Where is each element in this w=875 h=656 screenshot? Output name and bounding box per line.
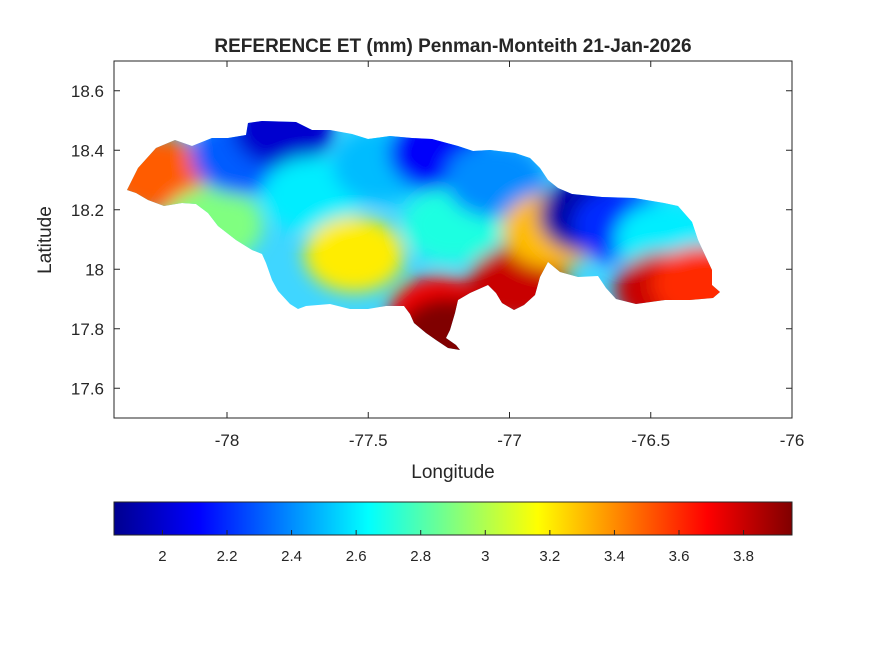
colorbar-tick-label: 2.8 xyxy=(410,548,431,565)
heatmap-cell-3 xyxy=(233,121,334,168)
y-tick-label: 18.2 xyxy=(71,201,104,220)
x-tick-label: -76 xyxy=(780,431,805,450)
colorbar-ticks: 2 2.2 2.4 2.6 2.8 3 3.2 3.4 3.6 3.8 xyxy=(158,530,754,565)
colorbar-tick-label: 3.4 xyxy=(604,548,625,565)
heatmap-cell-5 xyxy=(304,216,405,293)
y-tick-label: 18 xyxy=(85,260,104,279)
colorbar-tick-label: 2.2 xyxy=(217,548,238,565)
y-tick-label: 17.8 xyxy=(71,320,104,339)
colorbar-tick-label: 3.8 xyxy=(733,548,754,565)
y-tick-label: 17.6 xyxy=(71,379,104,398)
x-axis-label: Longitude xyxy=(411,462,494,483)
y-tick-label: 18.6 xyxy=(71,82,104,101)
colorbar-tick-label: 2.6 xyxy=(346,548,367,565)
heatmap-cell-11 xyxy=(445,142,546,218)
colorbar-tick-label: 3.6 xyxy=(669,548,690,565)
y-ticks: 17.6 17.8 18 18.2 18.4 18.6 xyxy=(71,82,792,398)
y-axis-label: Latitude xyxy=(35,206,56,274)
y-tick-label: 18.4 xyxy=(71,141,104,160)
x-tick-label: -77.5 xyxy=(349,431,388,450)
x-ticks: -78 -77.5 -77 -76.5 -76 xyxy=(215,61,805,450)
x-tick-label: -78 xyxy=(215,431,240,450)
colorbar-tick-label: 2 xyxy=(158,548,166,565)
colorbar-tick-label: 2.4 xyxy=(281,548,302,565)
chart-title: REFERENCE ET (mm) Penman-Monteith 21-Jan… xyxy=(214,36,691,57)
colorbar-tick-label: 3 xyxy=(481,548,489,565)
colorbar-tick-label: 3.2 xyxy=(539,548,560,565)
colorbar xyxy=(113,501,793,536)
x-tick-label: -77 xyxy=(497,431,522,450)
x-tick-label: -76.5 xyxy=(631,431,670,450)
